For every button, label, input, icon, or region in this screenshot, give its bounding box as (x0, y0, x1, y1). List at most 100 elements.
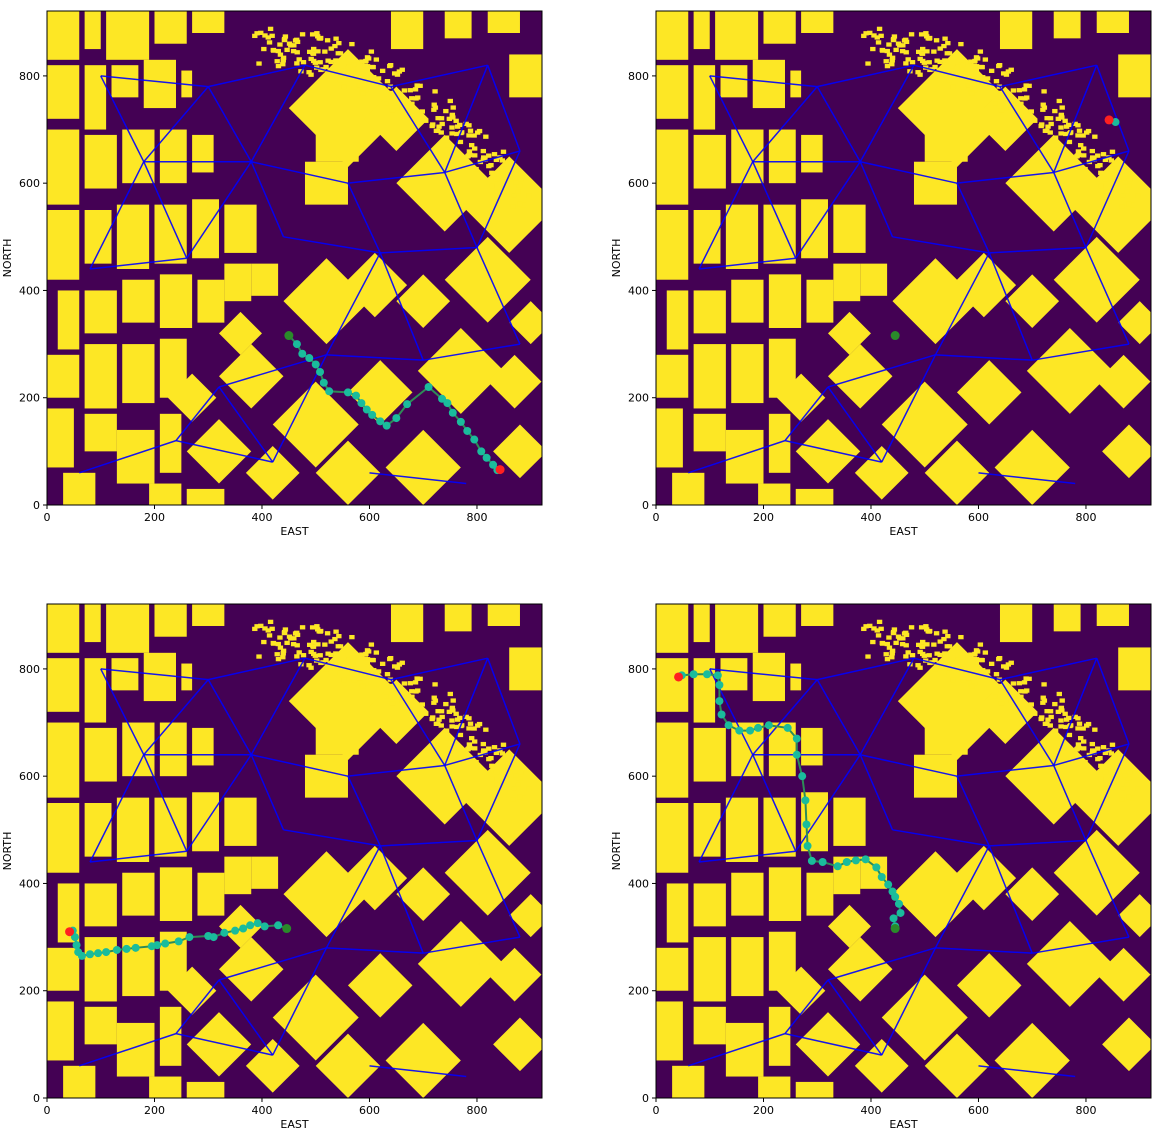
obstacle-block (693, 883, 726, 927)
obstacle-block (304, 161, 348, 205)
obstacle-cell (1098, 170, 1104, 175)
panel-4: 0 200 400 600 800 0 200 400 600 800 EAST NORTH (610, 603, 1152, 1131)
obstacle-cell (1021, 87, 1028, 92)
obstacle-cell (466, 716, 472, 721)
obstacle-block (444, 604, 472, 632)
graph-edge (175, 439, 273, 463)
obstacle-cell (988, 68, 995, 73)
obstacle-block (224, 204, 257, 253)
obstacle-block (84, 727, 117, 782)
obstacle-cell (511, 786, 517, 791)
obstacle-cell (502, 776, 509, 782)
obstacle-cell (438, 709, 445, 714)
obstacle-cell (277, 635, 283, 640)
obstacle-cell (961, 666, 968, 672)
obstacle-cell (973, 657, 980, 662)
obstacle-cell (884, 656, 891, 662)
obstacle-cell (993, 672, 1000, 677)
obstacle-cell (383, 96, 390, 101)
obstacle-block (693, 937, 726, 1002)
path-point (477, 447, 486, 456)
obstacle-cell (1026, 83, 1032, 88)
obstacle-cell (454, 724, 460, 730)
obstacle-cell (499, 158, 506, 163)
start-marker (282, 924, 292, 934)
path-point (161, 939, 170, 948)
graph-edge (859, 657, 915, 756)
obstacle-cell (491, 745, 498, 750)
obstacle-cell (369, 64, 375, 70)
obstacle-cell (933, 38, 940, 43)
obstacle-cell (1018, 96, 1024, 101)
obstacle-cell (883, 59, 889, 64)
obstacle-block (396, 274, 451, 328)
obstacle-block (720, 65, 748, 98)
path-point (724, 721, 733, 730)
obstacle-cell (332, 665, 338, 670)
obstacle-cell (1114, 761, 1120, 766)
obstacle-cell (863, 624, 869, 629)
obstacle-cell (1109, 149, 1116, 154)
obstacle-cell (327, 666, 333, 671)
graph-edge (444, 657, 489, 766)
obstacle-cell (383, 689, 390, 694)
graph-edge (283, 236, 381, 254)
obstacles (656, 11, 1151, 505)
obstacle-cell (463, 121, 469, 127)
y-tick-label: 800 (628, 663, 649, 676)
path-point (877, 873, 886, 882)
obstacle-cell (450, 105, 456, 110)
obstacle-cell (886, 42, 892, 47)
obstacle-block (84, 209, 112, 264)
obstacle-block (763, 604, 796, 637)
obstacle-cell (349, 634, 355, 640)
obstacle-cell (513, 180, 519, 185)
obstacle-cell (500, 149, 507, 154)
obstacle-cell (309, 32, 316, 37)
obstacle-cell (402, 691, 408, 696)
obstacle-block (218, 311, 262, 355)
obstacle-cell (908, 625, 915, 630)
obstacle-cell (404, 105, 410, 110)
graph-edge (379, 845, 424, 954)
obstacle-cell (480, 148, 487, 154)
obstacle-cell (391, 71, 398, 76)
obstacle-cell (362, 681, 369, 686)
graph-edge (89, 850, 187, 863)
obstacle-cell (517, 770, 524, 775)
obstacle-cell (874, 628, 880, 633)
obstacle-cell (1128, 768, 1134, 773)
obstacle-cell (1102, 769, 1109, 775)
obstacle-cell (518, 171, 524, 176)
graph-edge (390, 64, 488, 88)
obstacle-cell (311, 58, 317, 64)
graph-edge (218, 386, 274, 463)
obstacle-cell (1103, 782, 1109, 787)
obstacle-block (444, 11, 472, 39)
path-point (253, 919, 262, 928)
obstacle-cell (942, 36, 948, 41)
obstacle-cell (1092, 727, 1098, 732)
obstacle-cell (889, 651, 895, 656)
obstacle-cell (489, 170, 495, 175)
obstacle-cell (883, 652, 889, 657)
obstacle-cell (324, 631, 331, 636)
obstacle-cell (520, 795, 527, 801)
path-point (792, 750, 801, 759)
obstacle-cell (261, 46, 267, 52)
obstacle-cell (351, 85, 358, 90)
obstacle-cell (1089, 148, 1096, 154)
obstacle-block (122, 872, 155, 916)
obstacle-block (186, 419, 252, 484)
obstacle-cell (1008, 660, 1014, 665)
y-axis-label: NORTH (1, 239, 14, 278)
obstacle-cell (389, 701, 396, 706)
graph-edge (999, 679, 1055, 766)
obstacle-cell (379, 68, 386, 73)
obstacle-cell (323, 64, 329, 70)
path-line (681, 673, 902, 927)
obstacle-cell (472, 153, 478, 158)
axes-frame (655, 10, 1152, 506)
graph-edge (444, 765, 478, 841)
y-tick-label: 600 (628, 177, 649, 190)
